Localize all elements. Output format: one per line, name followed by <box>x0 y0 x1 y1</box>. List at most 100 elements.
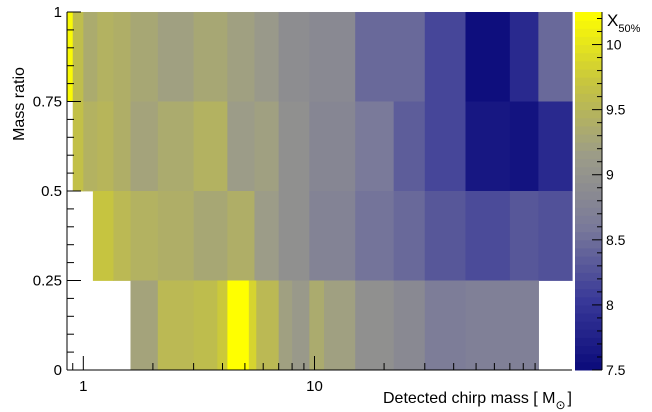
colorbar-band <box>575 223 602 233</box>
colorbar-band <box>575 304 602 314</box>
heatmap-cell <box>355 191 395 281</box>
heatmap-cell <box>157 280 195 371</box>
heatmap-cell <box>465 191 511 281</box>
heatmap-cell <box>97 12 115 102</box>
heatmap-cell <box>193 12 228 102</box>
colorbar-band <box>575 231 602 241</box>
colorbar-tick-label: 10 <box>606 37 622 53</box>
heatmap-cell <box>355 101 395 192</box>
heatmap-cell <box>424 280 467 371</box>
heatmap-cell <box>309 191 356 281</box>
heatmap-cell <box>83 12 98 102</box>
x-axis-label-group: Detected chirp mass [ M⊙] <box>383 390 572 412</box>
colorbar-band <box>575 296 602 306</box>
colorbar-band <box>575 345 602 355</box>
colorbar-band <box>575 36 602 46</box>
colorbar-tick-label: 9.5 <box>606 102 626 118</box>
heatmap-cell <box>72 12 84 102</box>
heatmap-cell <box>278 280 293 371</box>
heatmap-cell <box>97 101 115 192</box>
colorbar-band <box>575 337 602 347</box>
x-axis-label-close: ] <box>568 390 572 407</box>
heatmap-cell <box>113 12 132 102</box>
colorbar-band <box>575 329 602 338</box>
colorbar-band <box>575 158 602 168</box>
colorbar-band <box>575 272 602 281</box>
colorbar-label-main: X <box>607 11 618 30</box>
colorbar-band <box>575 353 602 363</box>
colorbar-band <box>575 239 602 249</box>
colorbar-band <box>575 60 602 70</box>
heatmap-cell <box>254 101 280 192</box>
heatmap-cell <box>465 280 539 371</box>
colorbar-band <box>575 93 602 102</box>
colorbar-band <box>575 150 602 159</box>
colorbar-band <box>575 207 602 216</box>
colorbar-band <box>575 280 602 290</box>
colorbar-band <box>575 68 602 78</box>
colorbar: 7.5 8 8.5 9 9.5 10 <box>575 12 626 378</box>
y-axis-label: Mass ratio <box>11 67 28 141</box>
colorbar-band <box>575 321 602 330</box>
heatmap-cell <box>509 101 539 192</box>
colorbar-band <box>575 134 602 143</box>
heatmap-cell <box>217 280 228 371</box>
y-tick-label: 0 <box>54 362 62 379</box>
x-axis-label: Detected chirp mass [ M <box>383 390 556 407</box>
heatmap-cell <box>355 280 395 371</box>
heatmap-cell <box>193 191 228 281</box>
heatmap-cell <box>509 12 539 102</box>
heatmap-cell <box>538 191 573 281</box>
colorbar-band <box>575 20 602 29</box>
colorbar-band <box>575 109 602 119</box>
heatmap-cell <box>278 12 310 102</box>
x-tick-label: 1 <box>79 378 87 395</box>
colorbar-band <box>575 264 602 273</box>
heatmap-cell <box>393 101 426 192</box>
colorbar-band <box>575 52 602 62</box>
heatmap-cell <box>113 101 132 192</box>
heatmap-cell <box>92 191 115 281</box>
heatmap-cell <box>393 191 426 281</box>
heatmap-cell <box>309 280 325 371</box>
y-tick-label: 0.5 <box>41 183 62 200</box>
heatmap-cell <box>227 280 250 371</box>
colorbar-label: X50% <box>607 11 641 35</box>
solar-mass-symbol: ⊙ <box>555 398 565 412</box>
heatmap-cell <box>130 191 159 281</box>
colorbar-band <box>575 28 602 37</box>
heatmap-cell <box>113 191 132 281</box>
heatmap-cell <box>83 101 98 192</box>
y-tick-label: 0.25 <box>33 273 62 290</box>
heatmap-cell <box>227 12 256 102</box>
heatmap-cell <box>130 280 159 371</box>
heatmap-cell <box>227 191 256 281</box>
colorbar-band <box>575 256 602 265</box>
axes: 0 0.25 0.5 0.75 1 1 10 <box>33 4 572 395</box>
heatmap-cell <box>157 12 195 102</box>
heatmap-cell <box>424 12 467 102</box>
colorbar-band <box>575 288 602 298</box>
colorbar-band <box>575 77 602 86</box>
colorbar-tick-label: 8 <box>606 297 614 313</box>
colorbar-band <box>575 44 602 54</box>
colorbar-band <box>575 101 602 111</box>
y-tick-label: 0.75 <box>33 94 62 111</box>
heatmap-cell <box>355 12 426 102</box>
colorbar-band <box>575 191 602 200</box>
colorbar-band <box>575 215 602 225</box>
colorbar-band <box>575 117 602 127</box>
heatmap-cell <box>248 280 257 371</box>
heatmap-cell <box>130 101 159 192</box>
heatmap-cell <box>254 12 280 102</box>
colorbar-band <box>575 174 602 184</box>
heatmap-cell <box>538 12 573 102</box>
colorbar-band <box>575 12 602 21</box>
heatmap-cell <box>309 101 356 192</box>
heatmap-cell <box>157 191 195 281</box>
colorbar-band <box>575 142 602 151</box>
y-tick-label: 1 <box>54 4 62 21</box>
colorbar-band <box>575 125 602 135</box>
